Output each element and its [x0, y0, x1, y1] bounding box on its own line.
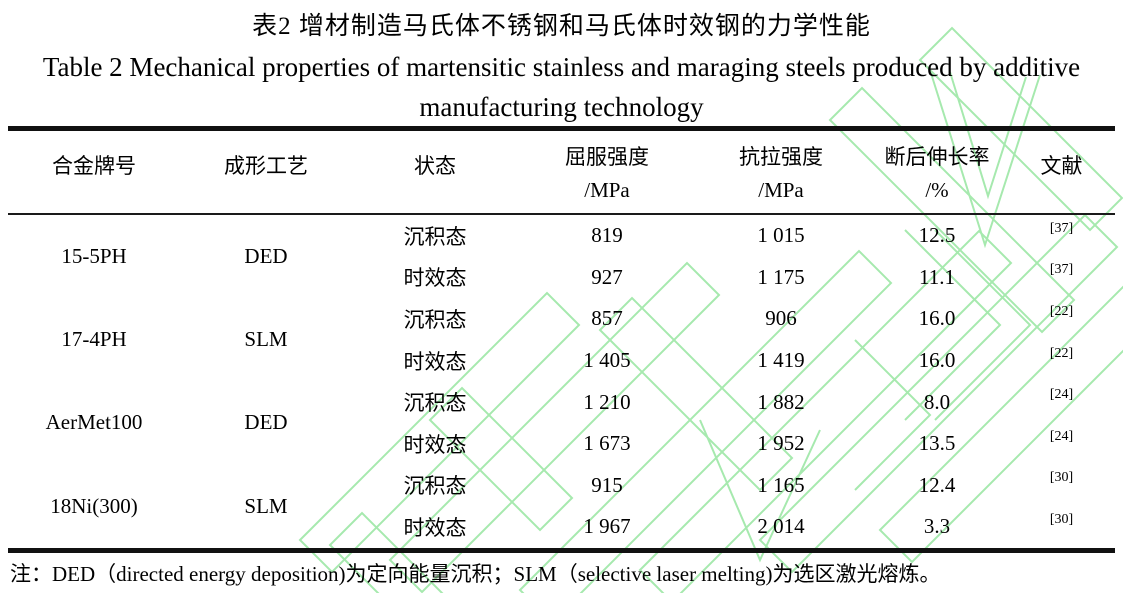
alloy-group-17-4PH: 17-4PH SLM 沉积态 857 906 16.0 [22] 时效态 1 4… — [8, 298, 1115, 381]
header-cell-yield-strength: 屈服强度 /MPa — [518, 131, 696, 213]
cell-elongation: 12.5 — [918, 223, 956, 248]
header-alloy-line1: 合金牌号 — [52, 153, 136, 178]
cell-process: DED — [244, 244, 288, 269]
header-reference-line1: 文献 — [1040, 153, 1083, 178]
header-cell-reference: 文献 — [1008, 131, 1115, 213]
cell-process: SLM — [244, 493, 288, 518]
cell-reference: [30] — [1049, 470, 1074, 486]
table-header-row: 合金牌号 成形工艺 状态 屈服强度 /MPa 抗拉强度 /MPa — [8, 126, 1115, 215]
header-state-line1: 状态 — [414, 153, 456, 178]
cell-tensile: 1 882 — [757, 389, 805, 414]
cell-process: DED — [244, 410, 288, 435]
header-cell-alloy: 合金牌号 — [8, 131, 180, 213]
cell-tensile: 1 419 — [757, 348, 805, 373]
cell-tensile: 1 015 — [757, 223, 805, 248]
cell-yield: 1 210 — [583, 389, 631, 414]
cell-yield: 915 — [591, 472, 623, 497]
cell-yield: 1 673 — [583, 431, 631, 456]
cell-state: 时效态 — [403, 349, 467, 374]
mechanical-properties-table: 合金牌号 成形工艺 状态 屈服强度 /MPa 抗拉强度 /MPa — [8, 126, 1115, 553]
cell-elongation: 13.5 — [918, 431, 956, 456]
cell-reference: [22] — [1049, 345, 1074, 361]
cell-reference: [30] — [1049, 511, 1074, 527]
cell-yield: 927 — [591, 264, 623, 289]
cell-state: 沉积态 — [403, 474, 467, 499]
table-title-zh: 表2 增材制造马氏体不锈钢和马氏体时效钢的力学性能 — [252, 13, 871, 40]
header-cell-tensile-strength: 抗拉强度 /MPa — [696, 131, 866, 213]
cell-tensile: 2 014 — [757, 514, 805, 539]
header-tensile-line1: 抗拉强度 — [739, 145, 823, 170]
alloy-group-AerMet100: AerMet100 DED 沉积态 1 210 1 882 8.0 [24] 时… — [8, 381, 1115, 464]
alloy-group-18Ni300: 18Ni(300) SLM 沉积态 915 1 165 12.4 [30] 时效… — [8, 465, 1115, 548]
cell-tensile: 1 175 — [757, 264, 805, 289]
cell-state: 沉积态 — [403, 224, 467, 249]
cell-yield: 857 — [591, 306, 623, 331]
cell-tensile: 906 — [765, 306, 797, 331]
header-elongation-line1: 断后伸长率 — [884, 145, 990, 170]
header-tensile-unit: /MPa — [758, 177, 804, 202]
cell-yield: 819 — [591, 223, 623, 248]
header-process-line1: 成形工艺 — [224, 153, 308, 178]
cell-tensile: 1 952 — [757, 431, 805, 456]
cell-reference: [24] — [1049, 387, 1074, 403]
cell-tensile: 1 165 — [757, 472, 805, 497]
cell-alloy: 18Ni(300) — [50, 493, 138, 518]
cell-reference: [24] — [1049, 428, 1074, 444]
cell-process: SLM — [244, 327, 288, 352]
cell-elongation: 16.0 — [918, 348, 956, 373]
table-footnote: 注：DED（directed energy deposition)为定向能量沉积… — [10, 562, 941, 586]
header-cell-process: 成形工艺 — [180, 131, 352, 213]
header-cell-state: 状态 — [352, 131, 518, 213]
alloy-group-15-5PH: 15-5PH DED 沉积态 819 1 015 12.5 [37] 时效态 9… — [8, 215, 1115, 298]
header-yield-unit: /MPa — [584, 177, 630, 202]
cell-yield: 1 967 — [583, 514, 631, 539]
cell-reference: [37] — [1049, 262, 1074, 278]
header-elongation-unit: /% — [925, 177, 949, 202]
table-body: 15-5PH DED 沉积态 819 1 015 12.5 [37] 时效态 9… — [8, 215, 1115, 553]
cell-state: 沉积态 — [403, 307, 467, 332]
cell-state: 沉积态 — [403, 391, 467, 416]
header-yield-line1: 屈服强度 — [565, 145, 649, 170]
cell-state: 时效态 — [403, 432, 467, 457]
cell-state: 时效态 — [403, 266, 467, 291]
cell-elongation: 12.4 — [918, 472, 956, 497]
cell-alloy: 17-4PH — [61, 327, 127, 352]
cell-reference: [22] — [1049, 303, 1074, 319]
cell-elongation: 3.3 — [923, 514, 951, 539]
cell-elongation: 16.0 — [918, 306, 956, 331]
cell-alloy: 15-5PH — [61, 244, 127, 269]
header-cell-elongation: 断后伸长率 /% — [866, 131, 1008, 213]
table-title-en-line1: Table 2 Mechanical properties of martens… — [42, 52, 1081, 82]
cell-yield: 1 405 — [583, 348, 631, 373]
table-title-en-line2: manufacturing technology — [419, 92, 704, 122]
cell-elongation: 11.1 — [919, 264, 955, 289]
cell-state: 时效态 — [403, 515, 467, 540]
cell-reference: [37] — [1049, 220, 1074, 236]
cell-alloy: AerMet100 — [45, 410, 143, 435]
cell-elongation: 8.0 — [923, 389, 951, 414]
